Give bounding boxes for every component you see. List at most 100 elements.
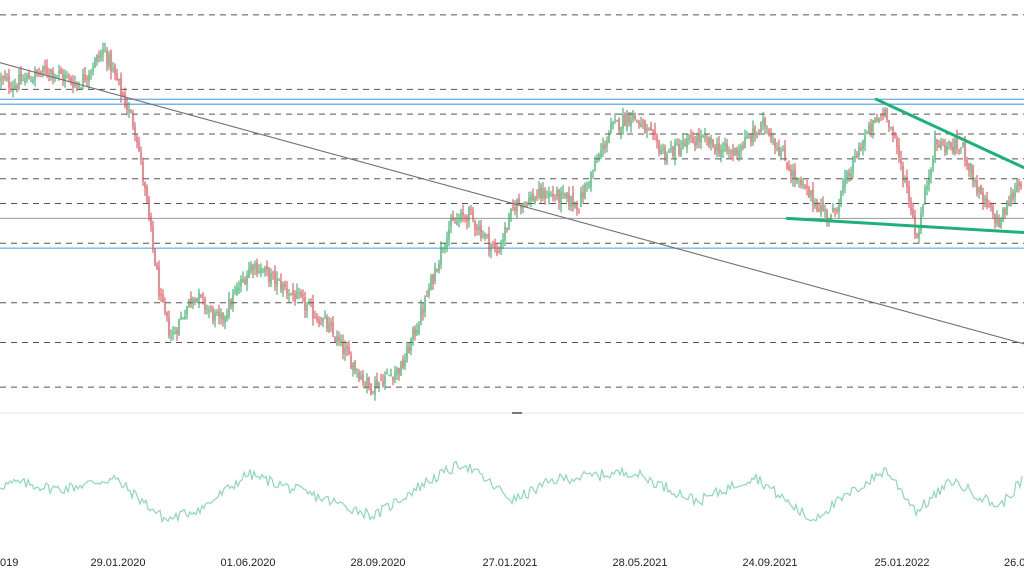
candle-body bbox=[10, 87, 12, 90]
candle-body bbox=[724, 143, 726, 147]
x-tick-label: 01.06.2020 bbox=[220, 557, 275, 569]
candle-body bbox=[472, 210, 474, 219]
candle-body bbox=[222, 313, 224, 320]
x-axis: 019 29.01.2020 01.06.2020 28.09.2020 27.… bbox=[0, 557, 1024, 569]
candle-body bbox=[812, 189, 814, 205]
candle-body bbox=[446, 238, 448, 247]
candle-body bbox=[424, 297, 426, 313]
candle-body bbox=[918, 232, 920, 238]
candle-body bbox=[938, 144, 940, 148]
candle-body bbox=[420, 306, 422, 323]
candle-body bbox=[974, 180, 976, 183]
candle-body bbox=[170, 336, 172, 339]
candle-body bbox=[686, 139, 688, 148]
trendlines-layer[interactable] bbox=[0, 55, 1024, 348]
candle-body bbox=[494, 243, 496, 249]
candle-body bbox=[412, 328, 414, 340]
candle-body bbox=[950, 142, 952, 148]
candle-body bbox=[146, 186, 148, 202]
candle-body bbox=[202, 294, 204, 297]
candle-body bbox=[720, 149, 722, 158]
candle-body bbox=[106, 50, 108, 64]
candle-body bbox=[590, 172, 592, 188]
candle-body bbox=[502, 239, 504, 245]
oscillator-line[interactable] bbox=[0, 460, 1023, 524]
green-lower-trendline[interactable] bbox=[785, 216, 1024, 235]
candle-body bbox=[680, 147, 682, 156]
candle-body bbox=[280, 280, 282, 291]
candle-body bbox=[830, 214, 832, 220]
candle-body bbox=[80, 87, 82, 89]
candle-body bbox=[768, 130, 770, 137]
candle-body bbox=[550, 194, 552, 196]
candle-body bbox=[470, 209, 472, 211]
candle-body bbox=[440, 246, 442, 265]
candle-body bbox=[742, 145, 744, 148]
candle-body bbox=[306, 305, 308, 311]
candle-body bbox=[618, 118, 620, 131]
candle-body bbox=[150, 216, 152, 227]
candle-body bbox=[110, 51, 112, 72]
candle-body bbox=[20, 72, 22, 83]
candle-body bbox=[748, 136, 750, 138]
candle-body bbox=[644, 120, 646, 134]
candle-body bbox=[246, 274, 248, 285]
candle-body bbox=[944, 144, 946, 153]
candle-body bbox=[832, 207, 834, 213]
candle-body bbox=[24, 78, 26, 83]
candle-body bbox=[16, 86, 18, 89]
gray-trendline[interactable] bbox=[0, 55, 1024, 348]
candle-body bbox=[810, 190, 812, 196]
candle-body bbox=[688, 137, 690, 141]
candle-body bbox=[780, 151, 782, 158]
candle-body bbox=[432, 274, 434, 284]
candle-body bbox=[198, 292, 200, 301]
candle-body bbox=[160, 293, 162, 296]
candle-body bbox=[460, 212, 462, 221]
candle-body bbox=[628, 112, 630, 123]
candle-body bbox=[762, 119, 764, 124]
candle-body bbox=[710, 137, 712, 145]
candle-body bbox=[332, 323, 334, 335]
candle-body bbox=[154, 248, 156, 265]
candle-body bbox=[744, 137, 746, 149]
candle-body bbox=[928, 176, 930, 185]
candle-body bbox=[240, 279, 242, 287]
candle-body bbox=[760, 122, 762, 133]
candle-body bbox=[986, 198, 988, 207]
candle-body bbox=[264, 267, 266, 273]
oscillator-layer bbox=[0, 460, 1023, 524]
candle-body bbox=[964, 142, 966, 162]
candle-body bbox=[256, 262, 258, 274]
candle-body bbox=[452, 216, 454, 221]
candle-body bbox=[674, 142, 676, 159]
candle-body bbox=[1010, 193, 1012, 207]
candle-body bbox=[410, 339, 412, 351]
candle-body bbox=[142, 162, 144, 182]
candle-body bbox=[372, 391, 374, 393]
candle-body bbox=[124, 93, 126, 107]
candle-body bbox=[946, 145, 948, 153]
candle-body bbox=[942, 141, 944, 143]
candle-body bbox=[558, 190, 560, 203]
green-upper-trendline[interactable] bbox=[874, 97, 1024, 173]
candle-body bbox=[872, 120, 874, 131]
candle-body bbox=[870, 123, 872, 133]
candle-body bbox=[626, 115, 628, 129]
candle-body bbox=[660, 149, 662, 154]
candle-body bbox=[542, 188, 544, 199]
candle-body bbox=[1018, 182, 1020, 187]
candle-body bbox=[8, 75, 10, 88]
candle-body bbox=[620, 126, 622, 134]
candle-body bbox=[706, 138, 708, 140]
candle-body bbox=[560, 191, 562, 206]
candle-body bbox=[168, 318, 170, 336]
candle-body bbox=[448, 228, 450, 241]
candle-body bbox=[300, 292, 302, 296]
candle-body bbox=[294, 294, 296, 302]
candle-body bbox=[602, 144, 604, 150]
candle-body bbox=[956, 136, 958, 149]
candle-body bbox=[192, 298, 194, 303]
candle-body bbox=[498, 250, 500, 253]
